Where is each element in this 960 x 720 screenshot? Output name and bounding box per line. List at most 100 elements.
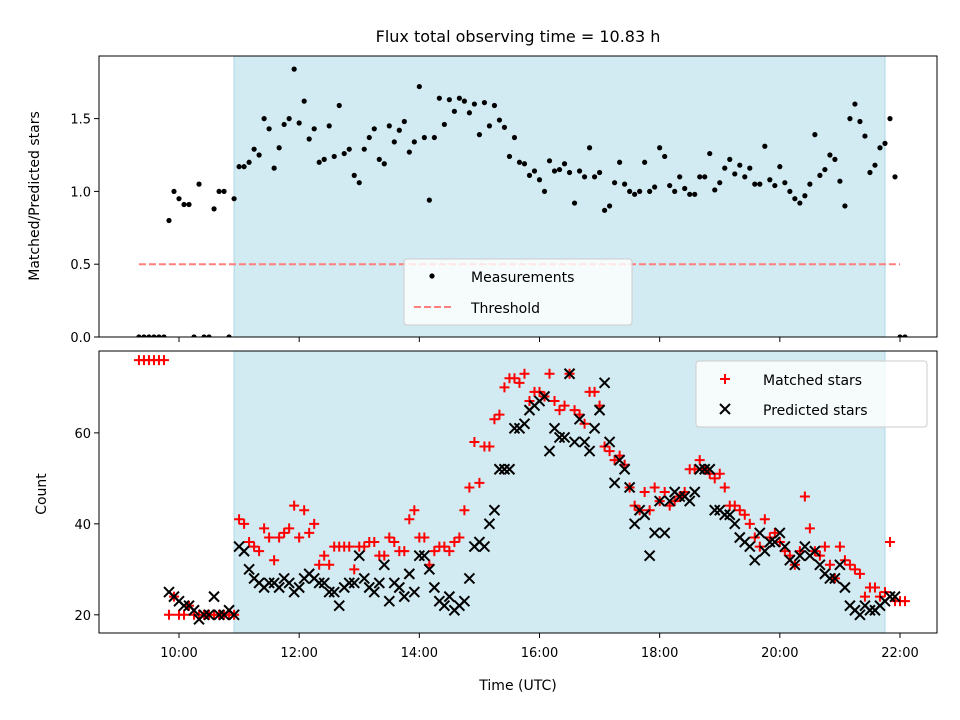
predicted-star-point [508, 422, 521, 435]
measurement-point [672, 188, 678, 195]
matched-star-point [769, 527, 780, 538]
measurement-point [887, 116, 893, 122]
predicted-star-point [383, 595, 395, 607]
matched-star-point [179, 609, 190, 620]
measurement-point [697, 174, 703, 180]
predicted-star-point [378, 559, 390, 571]
measurement-point [536, 177, 543, 183]
measurement-point [326, 123, 332, 129]
measurement-point [812, 132, 818, 138]
measurement-point [622, 181, 628, 187]
measurement-point [191, 334, 197, 337]
measurement-point [667, 182, 673, 189]
measurement-point [867, 169, 873, 176]
matched-star-point [544, 368, 555, 379]
predicted-star-point [779, 540, 791, 553]
predicted-star-point [488, 504, 501, 516]
measurement-point [717, 180, 723, 186]
predicted-star-point [228, 609, 240, 621]
matched-star-point [289, 500, 300, 511]
predicted-star-point [583, 445, 596, 457]
predicted-star-point [263, 577, 275, 589]
matched-star-point [589, 386, 600, 397]
measurement-point [581, 174, 588, 180]
matched-star-point [559, 400, 570, 411]
measurement-point [727, 156, 733, 162]
matched-star-point [279, 527, 290, 538]
measurement-point [471, 101, 478, 107]
matched-star-point [729, 500, 740, 511]
predicted-star-point [423, 563, 436, 576]
measurement-point [897, 334, 903, 337]
measurement-point [601, 207, 608, 213]
measurement-point [757, 181, 763, 187]
matched-star-point [884, 537, 895, 548]
measurement-point [196, 181, 202, 187]
matched-star-point [404, 514, 415, 525]
measurement-point [526, 172, 533, 178]
matched-star-point [694, 455, 705, 466]
matched-star-point [854, 568, 865, 579]
predicted-star-point [884, 590, 896, 603]
matched-star-point [714, 468, 725, 479]
predicted-star-point [273, 581, 285, 594]
predicted-star-point [608, 477, 621, 489]
predicted-star-point [699, 463, 711, 475]
measurement-point [151, 334, 157, 337]
panel-frame [98, 55, 938, 338]
measurement-point [201, 334, 207, 337]
matched-star-point [474, 477, 485, 488]
x-tick-label: 18:00 [641, 646, 678, 661]
measurement-point [586, 145, 593, 151]
predicted-star-point [754, 527, 766, 539]
predicted-star-point [648, 527, 661, 539]
matched-star-point [659, 487, 670, 497]
panel-data [133, 355, 911, 626]
measurement-point [556, 166, 563, 173]
measurement-point [777, 164, 783, 170]
measurement-point [166, 217, 172, 224]
predicted-star-point [333, 600, 345, 612]
measurement-point [682, 185, 688, 192]
measurement-point [266, 126, 272, 132]
predicted-star-point [348, 577, 360, 589]
predicted-star-point [663, 495, 676, 507]
y-tick-label: 1.5 [70, 113, 91, 128]
measurement-point [627, 188, 633, 195]
matched-star-point [719, 482, 730, 493]
measurement-point [647, 188, 653, 195]
measurement-point [832, 156, 838, 162]
measurement-point [481, 99, 488, 106]
measurement-point [591, 174, 598, 180]
matched-star-point [900, 596, 911, 607]
predicted-star-point [854, 609, 866, 621]
predicted-star-point [794, 549, 806, 562]
predicted-star-point [573, 413, 586, 425]
predicted-star-point [588, 422, 601, 435]
predicted-star-point [684, 495, 696, 507]
measurement-point [792, 196, 798, 202]
measurement-point [336, 102, 342, 109]
measurement-point [737, 162, 743, 168]
chart-title: Flux total observing time = 10.83 h [376, 27, 661, 46]
predicted-star-point [704, 463, 716, 475]
panel-frame [98, 350, 938, 634]
measurement-point [531, 168, 538, 174]
matched-star-point [444, 546, 455, 557]
matched-star-point [489, 414, 500, 425]
measurement-point [687, 191, 693, 197]
measurement-point [702, 174, 708, 180]
measurement-point [617, 159, 623, 165]
measurement-point [466, 110, 473, 116]
measurement-point [842, 203, 848, 209]
predicted-star-point [328, 586, 340, 598]
y-tick-label: 60 [74, 427, 91, 442]
measurement-point [837, 178, 843, 184]
predicted-star-point [208, 590, 220, 603]
measurement-point [376, 156, 382, 162]
panel-count: 20 40 60 10:00 12:00 14:00 16:00 18:00 20:00 22:0… [74, 350, 938, 661]
predicted-star-point [719, 509, 731, 521]
matched-star-point [349, 564, 360, 575]
measurement-point [822, 166, 828, 173]
matched-star-point [419, 532, 430, 543]
